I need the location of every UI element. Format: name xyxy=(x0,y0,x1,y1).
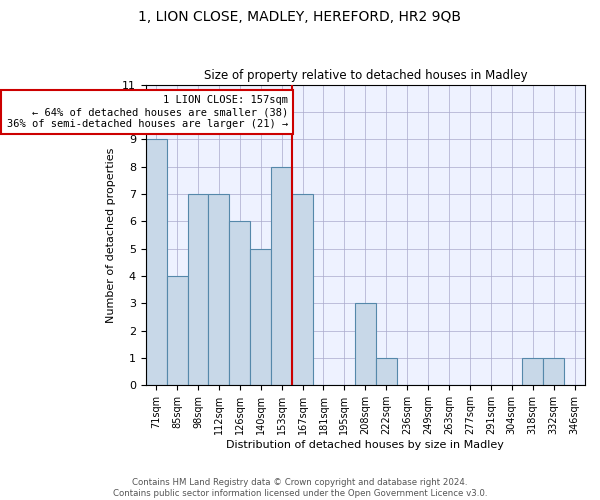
Bar xyxy=(292,194,313,385)
Bar xyxy=(208,194,229,385)
Bar xyxy=(355,303,376,385)
Bar xyxy=(271,166,292,385)
Bar xyxy=(167,276,188,385)
Bar xyxy=(376,358,397,385)
Text: Contains HM Land Registry data © Crown copyright and database right 2024.
Contai: Contains HM Land Registry data © Crown c… xyxy=(113,478,487,498)
Bar xyxy=(188,194,208,385)
Text: 1 LION CLOSE: 157sqm
← 64% of detached houses are smaller (38)
36% of semi-detac: 1 LION CLOSE: 157sqm ← 64% of detached h… xyxy=(7,96,288,128)
X-axis label: Distribution of detached houses by size in Madley: Distribution of detached houses by size … xyxy=(226,440,504,450)
Bar xyxy=(229,221,250,385)
Title: Size of property relative to detached houses in Madley: Size of property relative to detached ho… xyxy=(203,69,527,82)
Bar xyxy=(543,358,564,385)
Bar xyxy=(522,358,543,385)
Text: 1, LION CLOSE, MADLEY, HEREFORD, HR2 9QB: 1, LION CLOSE, MADLEY, HEREFORD, HR2 9QB xyxy=(139,10,461,24)
Bar xyxy=(250,248,271,385)
Y-axis label: Number of detached properties: Number of detached properties xyxy=(106,147,116,322)
Bar xyxy=(146,139,167,385)
